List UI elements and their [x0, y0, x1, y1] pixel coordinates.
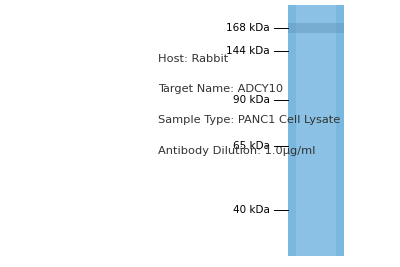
Text: 90 kDa: 90 kDa: [233, 95, 270, 105]
Text: Host: Rabbit: Host: Rabbit: [158, 54, 228, 64]
Text: 144 kDa: 144 kDa: [226, 46, 270, 56]
Text: Sample Type: PANC1 Cell Lysate: Sample Type: PANC1 Cell Lysate: [158, 115, 340, 125]
Text: 65 kDa: 65 kDa: [233, 140, 270, 151]
Bar: [288, 23, 344, 33]
Text: 168 kDa: 168 kDa: [226, 23, 270, 33]
Bar: [288, 5, 344, 256]
Bar: [296, 5, 336, 256]
Text: 40 kDa: 40 kDa: [233, 205, 270, 215]
Text: Target Name: ADCY10: Target Name: ADCY10: [158, 84, 283, 95]
Text: Antibody Dilution: 1.0µg/ml: Antibody Dilution: 1.0µg/ml: [158, 146, 315, 156]
